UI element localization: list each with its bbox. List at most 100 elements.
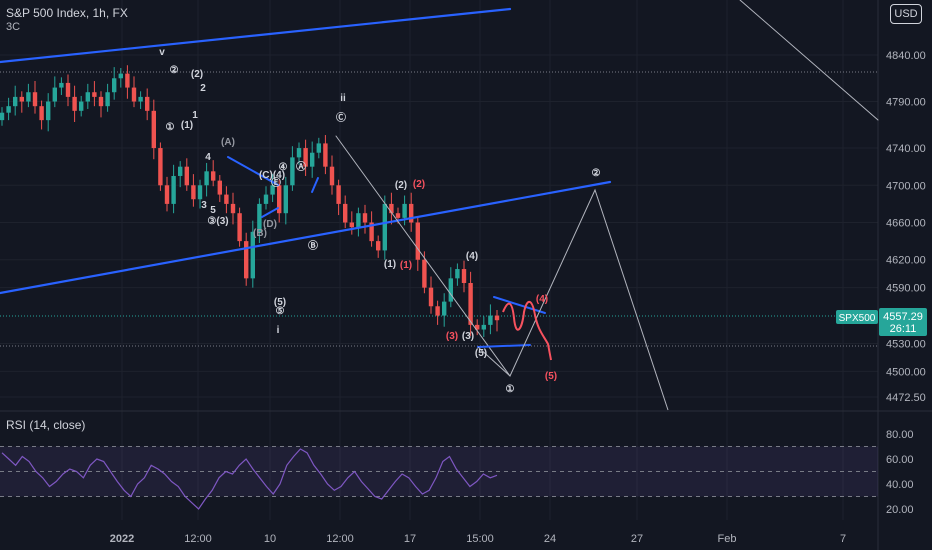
candle-body — [118, 73, 123, 79]
wave-label: i — [277, 325, 280, 336]
wave-label: (2) — [395, 180, 407, 191]
candle-body — [422, 259, 427, 288]
candle-body — [26, 92, 31, 102]
wave-label: (4) — [536, 294, 548, 305]
mini-trend-line — [311, 177, 319, 193]
time-tick-label: Feb — [718, 533, 737, 545]
candle-body — [329, 166, 335, 186]
candle-body — [290, 157, 295, 186]
candle-body — [79, 101, 84, 111]
candle-body — [178, 166, 183, 176]
candle-body — [455, 269, 460, 279]
candle-body — [39, 106, 44, 121]
projected-wave-path — [502, 300, 552, 361]
candle-body — [409, 203, 414, 223]
wave-label: (3) — [446, 331, 458, 342]
rsi-tick-label: 60.00 — [886, 454, 914, 466]
rsi-line — [1, 448, 498, 510]
time-tick-label: 12:00 — [184, 533, 212, 545]
candle-body — [72, 96, 77, 111]
candle-body — [310, 152, 315, 167]
time-tick-label: 10 — [264, 533, 276, 545]
candle-body — [257, 203, 262, 232]
wave-label: (5) — [475, 348, 487, 359]
time-tick-label: 2022 — [110, 533, 134, 545]
projection-line-down — [335, 135, 511, 377]
candle-body — [316, 143, 321, 153]
candle-body — [230, 203, 236, 214]
candle-body — [488, 315, 493, 325]
candle-body — [145, 96, 150, 111]
candle-body — [494, 315, 500, 321]
candle-body — [112, 78, 117, 93]
wave-label: Ⓒ — [336, 111, 346, 124]
wave-label: (2) — [413, 179, 425, 190]
wave-label: (D) — [263, 219, 277, 230]
price-tick-label: 4840.00 — [886, 50, 926, 62]
wave-label: (A) — [221, 137, 235, 148]
candle-body — [415, 222, 420, 260]
candle-body — [191, 185, 196, 200]
price-tick-label: 4500.00 — [886, 366, 926, 378]
axes: 4840.004790.004740.004700.004660.004620.… — [110, 50, 927, 545]
candle-body — [362, 213, 368, 223]
candle-body — [442, 301, 447, 316]
candle-body — [184, 166, 189, 186]
candle-body — [468, 283, 473, 325]
wave-label: (2) — [191, 69, 203, 80]
time-tick-label: 12:00 — [326, 533, 354, 545]
price-tick-label: 4472.50 — [886, 392, 926, 404]
candle-body — [52, 87, 57, 102]
price-tick-label: 4530.00 — [886, 338, 926, 350]
wave-label: ⑤ — [276, 306, 285, 317]
price-tick-label: 4660.00 — [886, 218, 926, 230]
candle-body — [164, 185, 170, 204]
candle-body — [376, 241, 381, 251]
candle-body — [481, 324, 486, 330]
wave-label: Ⓑ — [308, 239, 318, 252]
candle-body — [250, 231, 255, 279]
candle-body — [428, 287, 434, 307]
candle-body — [448, 278, 453, 302]
candle-body — [224, 194, 229, 204]
rsi-tick-label: 80.00 — [886, 429, 914, 441]
candle-body — [323, 143, 328, 167]
candle-body — [356, 213, 361, 228]
rsi-label: RSI (14, close) — [6, 418, 86, 432]
candle-body — [151, 110, 156, 149]
candle-body — [283, 185, 288, 214]
time-tick-label: 24 — [544, 533, 556, 545]
wave-label: ③(3) — [207, 216, 228, 227]
time-tick-label: 15:00 — [466, 533, 494, 545]
wave-label: (4) — [466, 251, 478, 262]
wave-label: v — [159, 47, 165, 58]
candle-body — [6, 106, 11, 113]
drawings — [0, 0, 879, 411]
candle-body — [92, 92, 97, 97]
candle-body — [382, 203, 387, 251]
price-tag-countdown: 26:11 — [890, 323, 917, 335]
candle-body — [217, 180, 222, 195]
candle-body — [369, 222, 374, 242]
candle-body — [402, 203, 407, 218]
chart-header: S&P 500 Index, 1h, FX 3C — [6, 6, 128, 34]
projection-line-right — [739, 0, 879, 121]
wave-label: (1) — [400, 260, 412, 271]
candle-body — [270, 185, 275, 195]
wave-label: ④ — [279, 162, 288, 173]
candle-body — [0, 112, 5, 121]
price-tag-value: 4557.29 — [883, 311, 923, 323]
projection-path — [477, 188, 669, 411]
time-tick-label: 7 — [840, 533, 846, 545]
wave-label: (5) — [274, 297, 286, 308]
wave-label: 4 — [205, 152, 211, 163]
wave-label: ii — [340, 93, 346, 104]
candle-body — [59, 82, 64, 88]
candle-body — [395, 213, 401, 218]
currency-badge[interactable]: USD — [890, 4, 922, 24]
candle-body — [13, 96, 18, 107]
price-tick-label: 4790.00 — [886, 97, 926, 109]
candle-body — [461, 269, 467, 283]
